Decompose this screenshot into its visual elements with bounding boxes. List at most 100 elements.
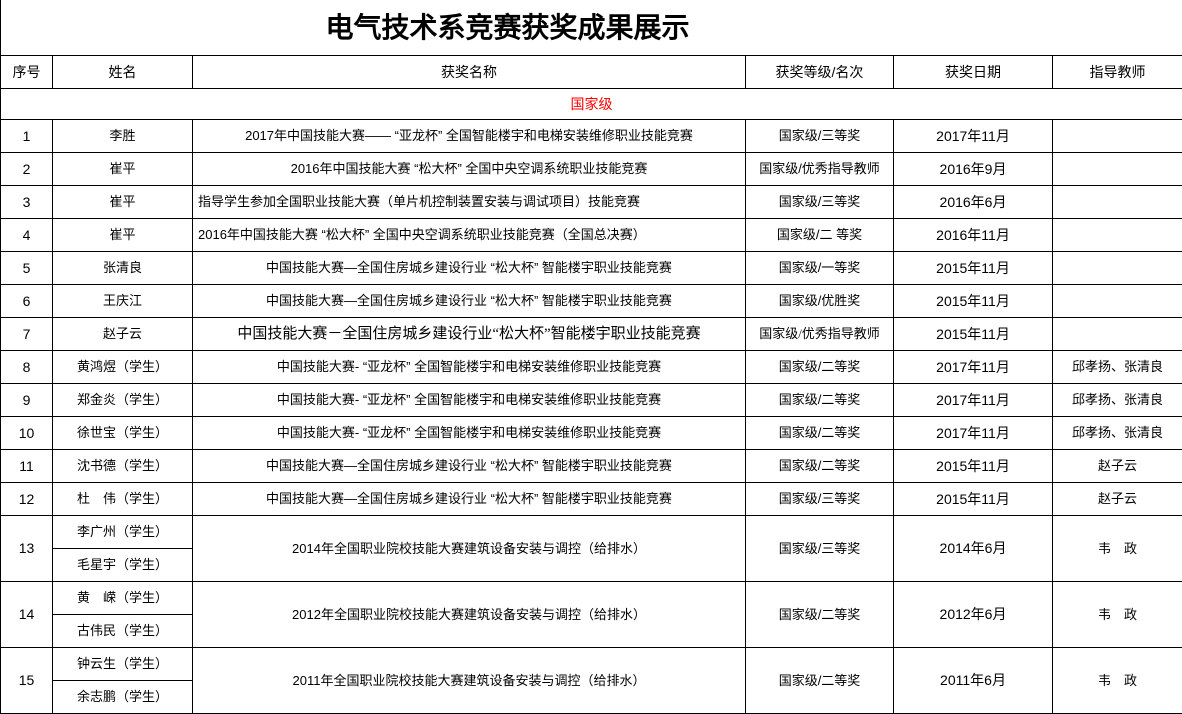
col-header-name: 姓名	[52, 55, 193, 89]
table-sub-row: 古伟民（学生）	[1, 614, 1182, 648]
student-name-cell: 崔平	[52, 185, 193, 219]
row-number-cell: 1	[0, 119, 53, 153]
table-row: 10 徐世宝（学生） 中国技能大赛- “亚龙杯” 全国智能楼宇和电梯安装维修职业技能…	[0, 416, 1182, 450]
row-number-cell: 5	[0, 251, 53, 285]
advisor-cell: 韦 政	[1051, 515, 1182, 582]
row-number-cell: 13	[0, 515, 53, 582]
student-name-cell: 李胜	[52, 119, 193, 153]
table-row: 6 王庆江 中国技能大赛—全国住房城乡建设行业 “松大杯” 智能楼宇职业技能竞赛 国家…	[0, 284, 1182, 318]
award-date-cell: 2017年11月	[893, 350, 1053, 384]
award-grade-cell: 国家级/优胜奖	[745, 284, 894, 318]
award-date-cell: 2015年11月	[893, 284, 1053, 318]
award-date-cell: 2017年11月	[893, 416, 1053, 450]
table-row: 15 钟云生（学生） 2011年全国职业院校技能大赛建筑设备安装与调控（给排水） 国家…	[0, 647, 1182, 714]
student-name-cell: 张清良	[52, 251, 193, 285]
table-row: 9 郑金炎（学生） 中国技能大赛- “亚龙杯” 全国智能楼宇和电梯安装维修职业技能竞…	[0, 383, 1182, 417]
student-name-cell: 沈书德（学生）	[52, 449, 193, 483]
award-grade-cell: 国家级/三等奖	[745, 185, 894, 219]
award-date-cell: 2016年11月	[893, 218, 1053, 252]
award-grade-cell: 国家级/二等奖	[745, 581, 894, 648]
row-number-cell: 7	[0, 317, 53, 351]
award-date-cell: 2011年6月	[893, 647, 1053, 714]
award-grade-cell: 国家级/三等奖	[745, 119, 894, 153]
award-grade-cell: 国家级/二等奖	[745, 449, 894, 483]
row-number-cell: 2	[0, 152, 53, 186]
row-number-cell: 14	[0, 581, 53, 648]
advisor-cell	[1051, 152, 1182, 186]
award-date-cell: 2017年11月	[893, 119, 1053, 153]
student-name-cell: 杜 伟（学生）	[52, 482, 193, 516]
table-row: 8 黄鸿煜（学生） 中国技能大赛- “亚龙杯” 全国智能楼宇和电梯安装维修职业技能竞…	[0, 350, 1182, 384]
col-header-teacher: 指导教师	[1051, 55, 1182, 89]
award-grade-cell: 国家级/二 等奖	[745, 218, 894, 252]
advisor-cell: 邱孝扬、张清良	[1051, 350, 1182, 384]
award-date-cell: 2012年6月	[893, 581, 1053, 648]
award-name-cell: 中国技能大赛—全国住房城乡建设行业 “松大杯” 智能楼宇职业技能竞赛	[192, 482, 746, 516]
award-grade-cell: 国家级/三等奖	[745, 482, 894, 516]
table-row: 11 沈书德（学生） 中国技能大赛—全国住房城乡建设行业 “松大杯” 智能楼宇职业技…	[0, 449, 1182, 483]
row-number-cell: 6	[0, 284, 53, 318]
advisor-cell	[1051, 119, 1182, 153]
row-number-cell: 10	[0, 416, 53, 450]
table-row: 2 崔平 2016年中国技能大赛 “松大杯” 全国中央空调系统职业技能竞赛 国家级/优…	[0, 152, 1182, 186]
student-name-cell: 徐世宝（学生）	[52, 416, 193, 450]
col-header-date: 获奖日期	[893, 55, 1053, 89]
row-number-cell: 3	[0, 185, 53, 219]
award-date-cell: 2016年6月	[893, 185, 1053, 219]
advisor-cell	[1051, 284, 1182, 318]
award-name-cell: 2016年中国技能大赛 “松大杯” 全国中央空调系统职业技能竞赛	[192, 152, 746, 186]
advisor-cell: 赵子云	[1051, 449, 1182, 483]
award-name-cell: 中国技能大赛- “亚龙杯” 全国智能楼宇和电梯安装维修职业技能竞赛	[192, 350, 746, 384]
row-number-cell: 11	[0, 449, 53, 483]
row-number-cell: 8	[0, 350, 53, 384]
student-name-cell: 毛星宇（学生）	[52, 548, 193, 582]
header-row: 序号 姓名 获奖名称 获奖等级/名次 获奖日期 指导教师	[0, 55, 1182, 89]
table-row: 7 赵子云 中国技能大赛－全国住房城乡建设行业“松大杯”智能楼宇职业技能竞赛 国家级/…	[0, 317, 1182, 351]
table-row: 12 杜 伟（学生） 中国技能大赛—全国住房城乡建设行业 “松大杯” 智能楼宇职业技…	[0, 482, 1182, 516]
row-number-cell: 12	[0, 482, 53, 516]
award-grade-cell: 国家级/一等奖	[745, 251, 894, 285]
award-name-cell: 2014年全国职业院校技能大赛建筑设备安装与调控（给排水）	[192, 515, 746, 582]
award-grade-cell: 国家级/三等奖	[745, 515, 894, 582]
award-name-cell: 中国技能大赛－全国住房城乡建设行业“松大杯”智能楼宇职业技能竞赛	[192, 317, 746, 351]
table-sub-row: 余志鹏（学生）	[1, 680, 1182, 714]
table-row: 5 张清良 中国技能大赛—全国住房城乡建设行业 “松大杯” 智能楼宇职业技能竞赛 国家…	[0, 251, 1182, 285]
student-name-cell: 钟云生（学生）	[52, 647, 193, 681]
student-name-cell: 赵子云	[52, 317, 193, 351]
award-date-cell: 2016年9月	[893, 152, 1053, 186]
student-name-cell: 李广州（学生）	[52, 515, 193, 549]
award-name-cell: 2011年全国职业院校技能大赛建筑设备安装与调控（给排水）	[192, 647, 746, 714]
student-name-cell: 黄 嵘（学生）	[52, 581, 193, 615]
award-name-cell: 中国技能大赛—全国住房城乡建设行业 “松大杯” 智能楼宇职业技能竞赛	[192, 284, 746, 318]
award-name-cell: 2017年中国技能大赛—— “亚龙杯” 全国智能楼宇和电梯安装维修职业技能竞赛	[192, 119, 746, 153]
student-name-cell: 崔平	[52, 152, 193, 186]
award-grade-cell: 国家级/优秀指导教师	[745, 317, 894, 351]
advisor-cell: 韦 政	[1051, 647, 1182, 714]
advisor-cell: 邱孝扬、张清良	[1051, 416, 1182, 450]
award-name-cell: 中国技能大赛- “亚龙杯” 全国智能楼宇和电梯安装维修职业技能竞赛	[192, 383, 746, 417]
award-name-cell: 2012年全国职业院校技能大赛建筑设备安装与调控（给排水）	[192, 581, 746, 648]
advisor-cell	[1051, 218, 1182, 252]
table-row: 4 崔平 2016年中国技能大赛 “松大杯” 全国中央空调系统职业技能竞赛（全国总决…	[0, 218, 1182, 252]
award-date-cell: 2015年11月	[893, 482, 1053, 516]
student-name-cell: 王庆江	[52, 284, 193, 318]
table-row: 3 崔平 指导学生参加全国职业技能大赛（单片机控制装置安装与调试项目）技能竞赛 国家级…	[0, 185, 1182, 219]
table-sub-row: 毛星宇（学生）	[1, 548, 1182, 582]
award-name-cell: 中国技能大赛—全国住房城乡建设行业 “松大杯” 智能楼宇职业技能竞赛	[192, 251, 746, 285]
row-number-cell: 4	[0, 218, 53, 252]
advisor-cell: 赵子云	[1051, 482, 1182, 516]
table-row: 13 李广州（学生） 2014年全国职业院校技能大赛建筑设备安装与调控（给排水） 国家…	[0, 515, 1182, 582]
award-grade-cell: 国家级/二等奖	[745, 647, 894, 714]
advisor-cell	[1051, 317, 1182, 351]
award-name-cell: 指导学生参加全国职业技能大赛（单片机控制装置安装与调试项目）技能竞赛	[192, 185, 746, 219]
award-grade-cell: 国家级/二等奖	[745, 383, 894, 417]
award-name-cell: 中国技能大赛—全国住房城乡建设行业 “松大杯” 智能楼宇职业技能竞赛	[192, 449, 746, 483]
award-date-cell: 2015年11月	[893, 449, 1053, 483]
table-body: 1 李胜 2017年中国技能大赛—— “亚龙杯” 全国智能楼宇和电梯安装维修职业技能…	[0, 119, 1182, 714]
col-header-no: 序号	[0, 55, 53, 89]
advisor-cell	[1051, 251, 1182, 285]
student-name-cell: 黄鸿煜（学生）	[52, 350, 193, 384]
award-grade-cell: 国家级/二等奖	[745, 350, 894, 384]
title-row: 电气技术系竞赛获奖成果展示	[0, 0, 1182, 56]
